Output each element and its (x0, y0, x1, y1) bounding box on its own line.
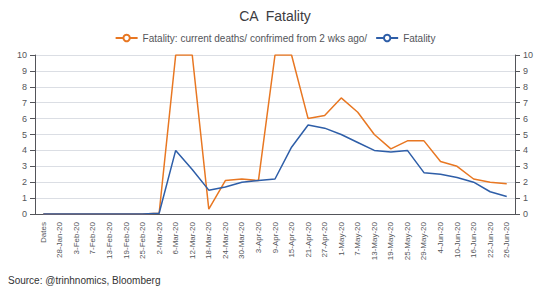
svg-text:Fatality: Fatality (403, 33, 435, 44)
svg-text:1: 1 (22, 193, 27, 203)
svg-text:25-Feb-20: 25-Feb-20 (138, 221, 147, 258)
svg-text:27-Apr-20: 27-Apr-20 (320, 221, 329, 257)
svg-text:10-Jun-20: 10-Jun-20 (453, 221, 462, 258)
svg-text:Fatality: current deaths/ conf: Fatality: current deaths/ confrimed from… (143, 33, 368, 44)
svg-text:18-Mar-20: 18-Mar-20 (204, 221, 213, 258)
svg-text:7: 7 (523, 98, 528, 108)
svg-text:10: 10 (523, 50, 533, 60)
svg-text:22-Jun-20: 22-Jun-20 (486, 221, 495, 258)
svg-text:2: 2 (523, 177, 528, 187)
svg-text:28-Jan-20: 28-Jan-20 (55, 221, 64, 258)
svg-text:10: 10 (17, 50, 27, 60)
svg-text:4: 4 (22, 145, 27, 155)
svg-text:Dates: Dates (39, 222, 48, 243)
svg-text:0: 0 (523, 209, 528, 219)
svg-text:12-Mar-20: 12-Mar-20 (188, 221, 197, 258)
svg-text:8: 8 (523, 82, 528, 92)
svg-text:6-Mar-20: 6-Mar-20 (171, 221, 180, 254)
svg-text:1: 1 (523, 193, 528, 203)
svg-text:16-Jun-20: 16-Jun-20 (469, 221, 478, 258)
svg-text:5: 5 (523, 130, 528, 140)
svg-text:Source: @trinhnomics, Bloomber: Source: @trinhnomics, Bloomberg (8, 275, 160, 286)
svg-text:CA Fatality: CA Fatality (239, 8, 311, 24)
svg-text:19-May-20: 19-May-20 (386, 221, 395, 260)
svg-text:5: 5 (22, 130, 27, 140)
svg-text:4-Jun-20: 4-Jun-20 (436, 221, 445, 253)
svg-text:13-Feb-20: 13-Feb-20 (105, 221, 114, 258)
svg-text:9: 9 (22, 66, 27, 76)
svg-text:2: 2 (22, 177, 27, 187)
svg-text:3: 3 (22, 161, 27, 171)
svg-text:3: 3 (523, 161, 528, 171)
svg-text:2-Mar-20: 2-Mar-20 (155, 221, 164, 254)
svg-text:6: 6 (523, 114, 528, 124)
svg-text:29-May-20: 29-May-20 (419, 221, 428, 260)
svg-text:19-Feb-20: 19-Feb-20 (122, 221, 131, 258)
svg-text:3-Feb-20: 3-Feb-20 (72, 221, 81, 254)
svg-text:15-Apr-20: 15-Apr-20 (287, 221, 296, 257)
svg-text:9-Apr-20: 9-Apr-20 (271, 221, 280, 253)
svg-text:8: 8 (22, 82, 27, 92)
svg-text:24-Mar-20: 24-Mar-20 (221, 221, 230, 258)
svg-text:9: 9 (523, 66, 528, 76)
svg-text:4: 4 (523, 145, 528, 155)
svg-text:6: 6 (22, 114, 27, 124)
svg-text:7: 7 (22, 98, 27, 108)
svg-text:30-Mar-20: 30-Mar-20 (237, 221, 246, 258)
svg-text:25-May-20: 25-May-20 (403, 221, 412, 260)
svg-text:21-Apr-20: 21-Apr-20 (304, 221, 313, 257)
svg-text:26-Jun-20: 26-Jun-20 (502, 221, 511, 258)
svg-text:13-May-20: 13-May-20 (370, 221, 379, 260)
svg-text:7-Feb-20: 7-Feb-20 (88, 221, 97, 254)
svg-text:7-May-20: 7-May-20 (353, 221, 362, 255)
svg-text:0: 0 (22, 209, 27, 219)
svg-text:1-May-20: 1-May-20 (337, 221, 346, 255)
svg-text:3-Apr-20: 3-Apr-20 (254, 221, 263, 253)
